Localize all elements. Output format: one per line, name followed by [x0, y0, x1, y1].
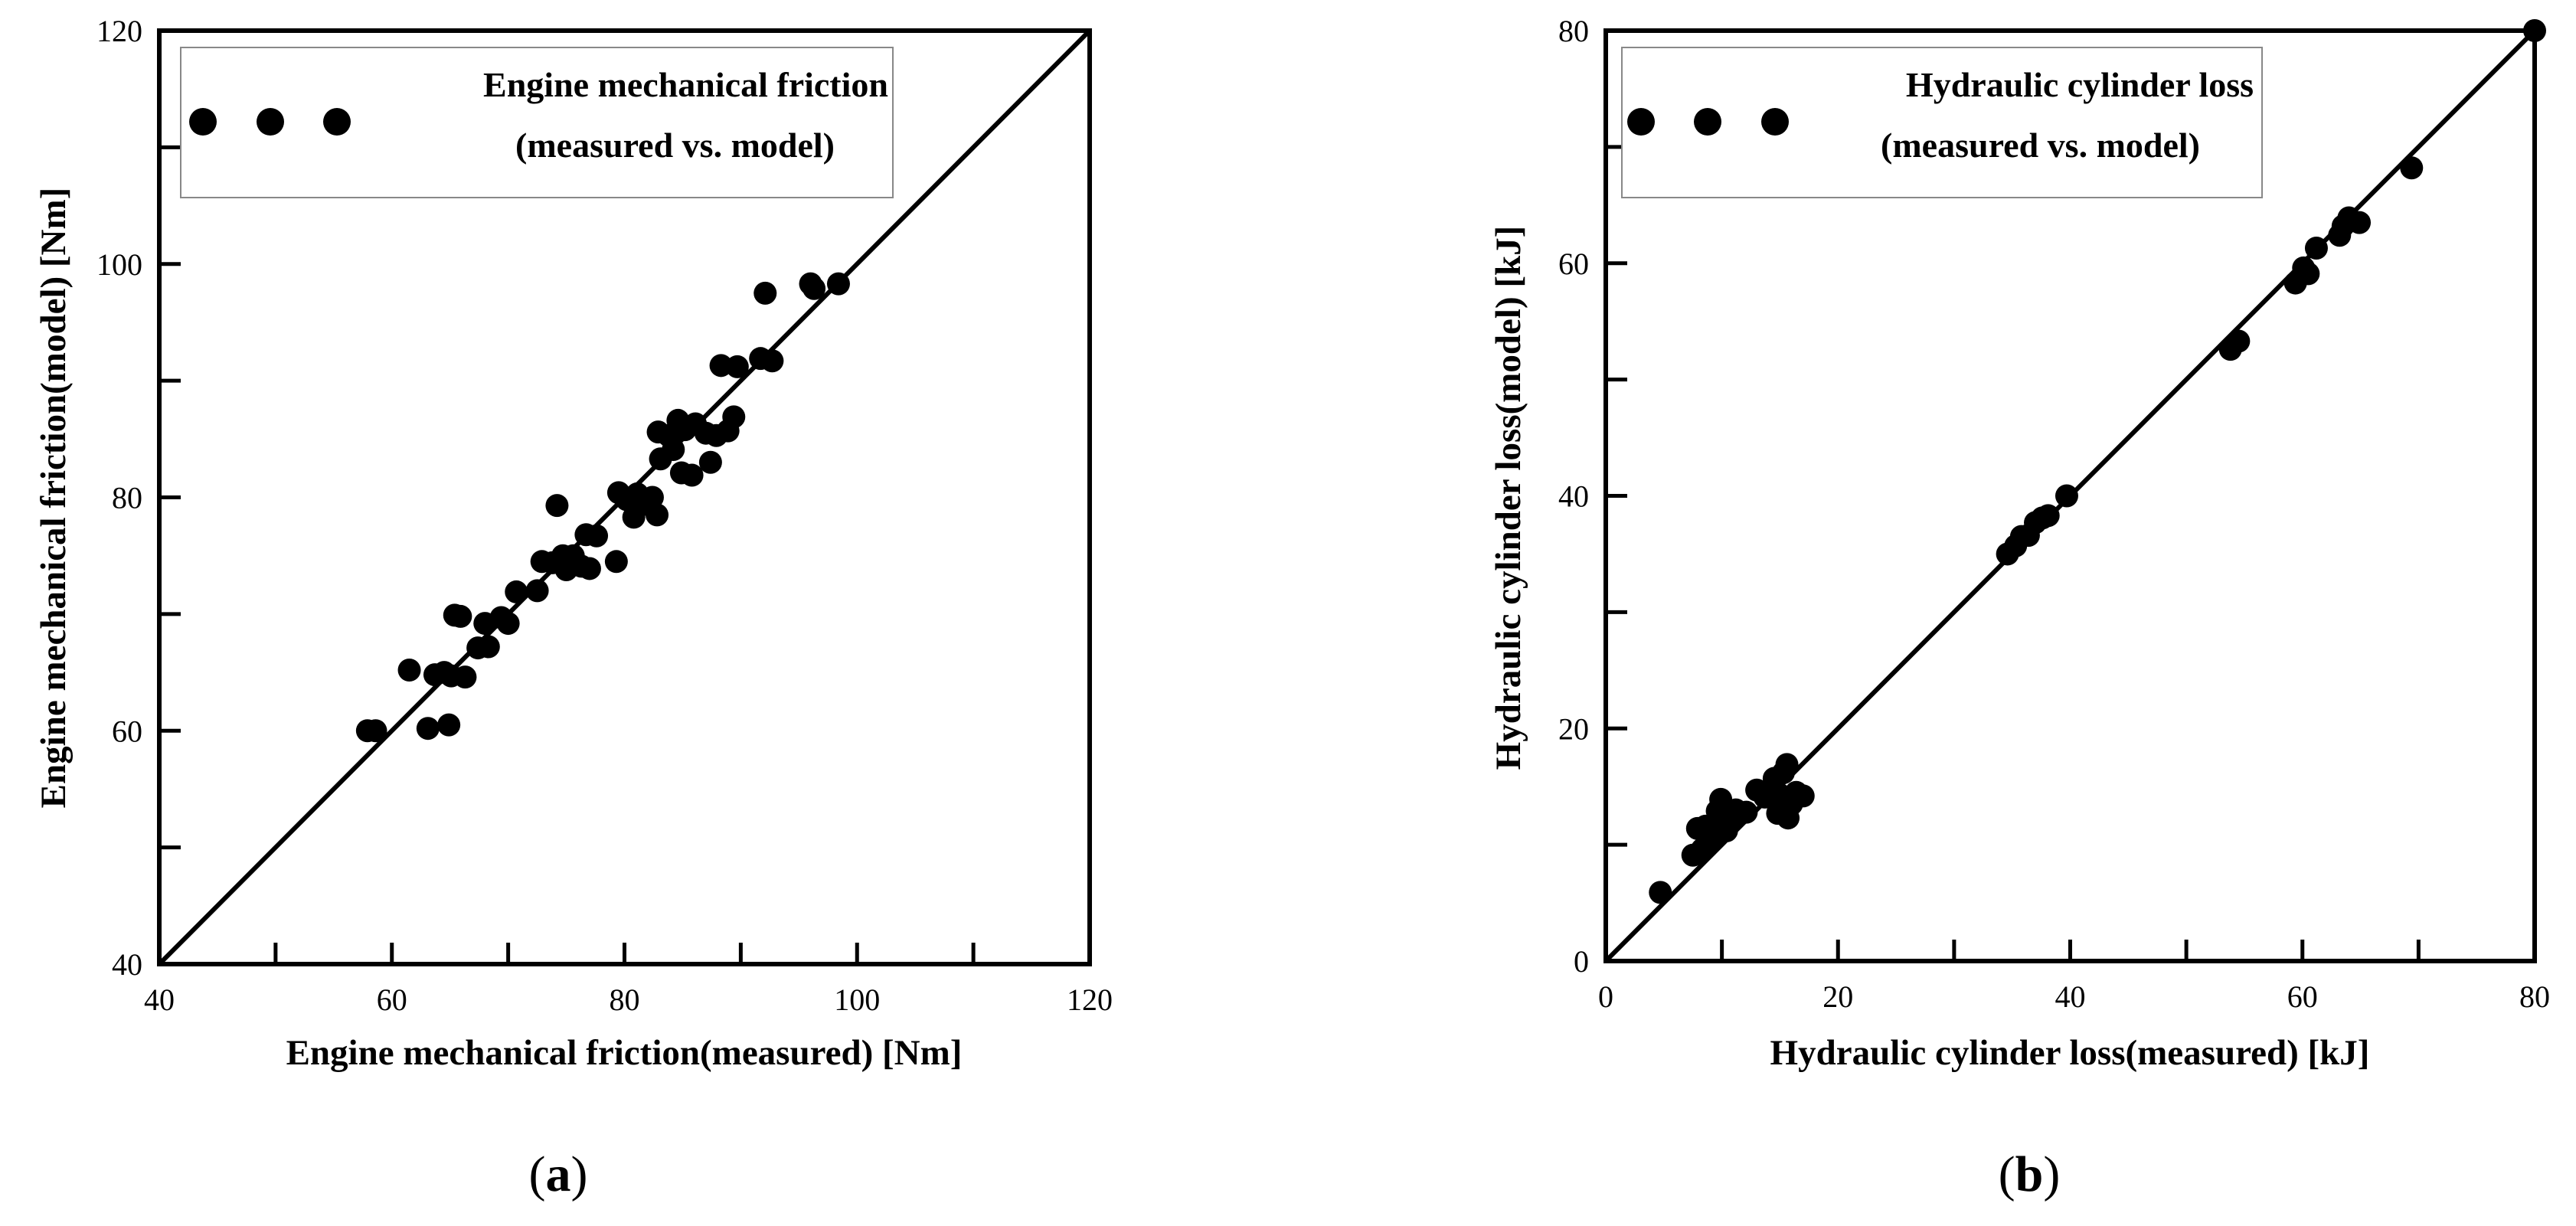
data-point: [2523, 19, 2546, 42]
y-axis-title: Engine mechanical friction(model) [Nm]: [34, 188, 74, 809]
legend-label-line1: Engine mechanical friction: [483, 65, 888, 104]
legend-label-line2: (measured vs. model): [515, 126, 835, 165]
legend-box: [180, 47, 894, 198]
x-axis-title: Hydraulic cylinder loss(measured) [kJ]: [1770, 1033, 2370, 1073]
legend-marker: [189, 108, 217, 136]
data-point: [545, 494, 569, 518]
legend-marker: [257, 108, 284, 136]
y-tick-label: 60: [1558, 247, 1589, 281]
data-point: [754, 281, 777, 305]
legend-label-line1: Hydraulic cylinder loss: [1906, 65, 2254, 104]
x-tick-label: 0: [1598, 979, 1613, 1014]
legend: Engine mechanical friction (measured vs. …: [180, 47, 894, 198]
data-point: [397, 659, 421, 682]
data-point: [449, 604, 472, 628]
panel-label: (a): [529, 1146, 588, 1202]
y-tick-label: 80: [112, 481, 142, 515]
panel-label: (b): [1999, 1146, 2061, 1202]
y-tick-label: 60: [112, 714, 142, 748]
legend-marker: [323, 108, 351, 136]
data-point: [505, 580, 528, 603]
data-point: [722, 405, 746, 429]
data-point: [1791, 784, 1815, 808]
data-point: [2304, 237, 2328, 260]
data-point: [437, 713, 461, 737]
data-point: [453, 665, 477, 689]
data-point: [2296, 262, 2320, 286]
y-tick-label: 20: [1558, 711, 1589, 746]
data-point: [525, 579, 549, 603]
legend: Hydraulic cylinder loss (measured vs. mod…: [1621, 47, 2263, 198]
data-point: [1734, 800, 1758, 824]
y-tick-label: 40: [112, 947, 142, 982]
x-tick-label: 80: [2519, 979, 2550, 1014]
y-tick-label: 100: [96, 247, 142, 282]
x-tick-label: 20: [1822, 979, 1853, 1014]
x-tick-label: 60: [377, 982, 407, 1017]
y-tick-label: 0: [1574, 944, 1589, 979]
data-point: [2036, 504, 2060, 528]
data-point: [1649, 881, 1672, 904]
legend-marker: [1627, 108, 1655, 136]
data-point: [2055, 484, 2078, 508]
x-tick-label: 80: [610, 982, 640, 1017]
data-point: [709, 354, 733, 378]
x-tick-label: 40: [144, 982, 175, 1017]
data-point: [2227, 329, 2251, 353]
data-point: [646, 503, 669, 527]
x-axis-title: Engine mechanical friction(measured) [Nm…: [286, 1033, 963, 1073]
data-point: [416, 717, 440, 741]
x-tick-label: 40: [2055, 979, 2086, 1014]
chart-panel-b: 0 20 40 60 80 0 20 40 60 80 Hydraulic cylinder los…: [1489, 14, 2550, 1202]
data-point: [476, 635, 500, 659]
data-point: [640, 485, 664, 509]
data-point: [803, 276, 826, 300]
legend-marker: [1761, 108, 1789, 136]
data-point: [760, 349, 784, 373]
data-point: [725, 355, 749, 378]
data-point: [1775, 753, 1799, 776]
data-point: [604, 550, 628, 574]
data-point: [680, 463, 704, 487]
data-point: [698, 450, 722, 474]
data-point: [2348, 211, 2372, 234]
y-axis-title: Hydraulic cylinder loss(model) [kJ]: [1489, 226, 1528, 770]
legend-label-line2: (measured vs. model): [1881, 126, 2200, 165]
data-point: [826, 272, 850, 296]
y-tick-label: 40: [1558, 479, 1589, 514]
data-point: [364, 719, 387, 743]
y-tick-label: 120: [96, 14, 142, 48]
x-tick-label: 60: [2287, 979, 2318, 1014]
legend-marker: [1694, 108, 1721, 136]
data-point: [496, 612, 520, 636]
data-point: [662, 438, 685, 462]
chart-panel-a: 40 60 80 100 120 40 60 80 100 120 Engine mechanica…: [34, 14, 1113, 1202]
data-point: [577, 557, 601, 580]
legend-box: [1621, 47, 2263, 198]
data-point: [2400, 156, 2424, 180]
data-point: [585, 524, 609, 548]
x-tick-label: 120: [1067, 982, 1113, 1017]
x-tick-label: 100: [834, 982, 880, 1017]
y-tick-label: 80: [1558, 14, 1589, 48]
